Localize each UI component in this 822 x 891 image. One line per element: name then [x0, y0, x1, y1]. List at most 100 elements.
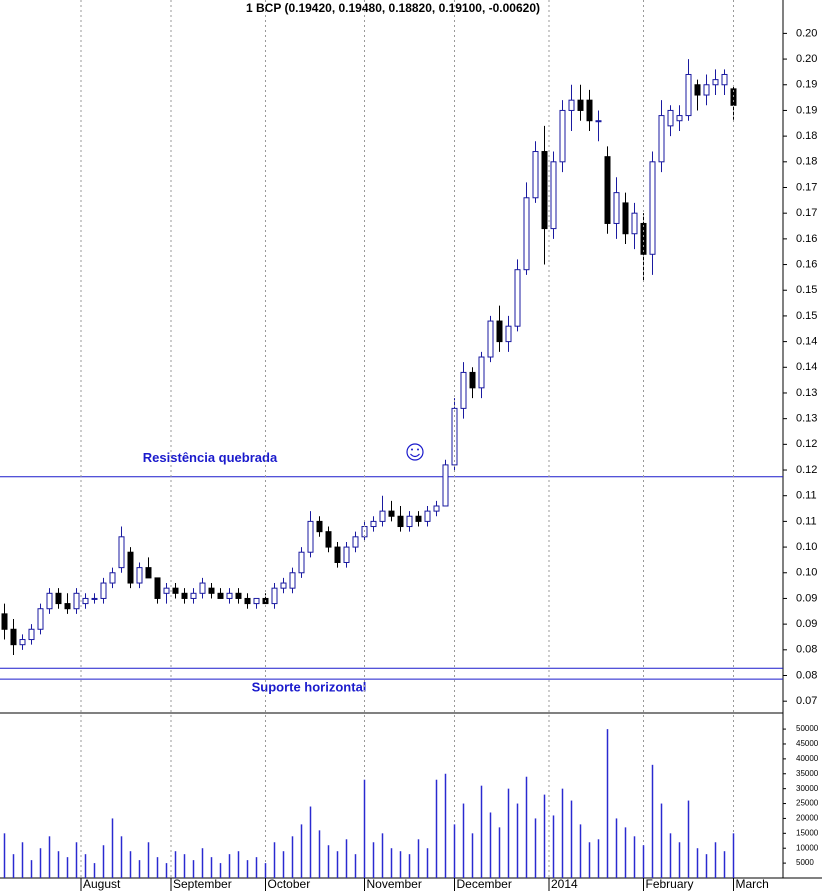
- candle-body: [433, 505, 440, 512]
- candle-body: [406, 515, 413, 528]
- candle-body: [649, 161, 656, 255]
- candle-body: [10, 628, 17, 646]
- candle-body: [703, 84, 710, 96]
- x-tick-label: March: [736, 877, 769, 891]
- candle-body: [388, 510, 395, 517]
- candle-body: [604, 156, 611, 224]
- y-tick-label: 0.17: [796, 181, 817, 193]
- candle-body: [190, 592, 197, 599]
- candle-body: [226, 592, 233, 599]
- y-tick-label: 0.13: [796, 413, 817, 425]
- candle-body: [244, 597, 251, 605]
- y-tick-label: 25000: [796, 799, 819, 808]
- candle-body: [442, 464, 449, 507]
- y-tick-label: 5000: [796, 858, 814, 867]
- candle-body: [721, 73, 728, 86]
- chart-title: 1 BCP (0.19420, 0.19480, 0.18820, 0.1910…: [246, 1, 540, 15]
- y-tick-label: 20000: [796, 814, 819, 823]
- candle-body: [181, 592, 188, 599]
- candle-body: [145, 567, 152, 579]
- candle-body: [235, 592, 242, 599]
- candle-body: [658, 115, 665, 163]
- candle-body: [676, 115, 683, 122]
- candle-body: [469, 371, 476, 389]
- candle-body: [397, 515, 404, 528]
- x-tick-label: November: [367, 877, 422, 891]
- candle-body: [217, 592, 224, 599]
- candle-body: [127, 551, 134, 584]
- candle-body: [118, 536, 125, 569]
- candle-body: [325, 531, 332, 548]
- candle-body: [307, 520, 314, 553]
- candle-body: [505, 325, 512, 343]
- candle-body: [154, 577, 161, 599]
- candle-body: [208, 587, 215, 594]
- candle-body: [613, 192, 620, 224]
- candle-body: [352, 536, 359, 548]
- candle-body: [595, 120, 602, 123]
- y-tick-label: 0.14: [796, 361, 817, 373]
- y-tick-label: 0.12: [796, 464, 817, 476]
- x-tick-label: February: [646, 877, 694, 891]
- candle-body: [73, 592, 80, 610]
- y-tick-label: 0.16: [796, 233, 817, 245]
- y-tick-label: 10000: [796, 843, 819, 852]
- candle-body: [136, 567, 143, 584]
- candle-body: [253, 597, 260, 605]
- candle-body: [163, 587, 170, 594]
- y-tick-label: 45000: [796, 739, 819, 748]
- candle-body: [37, 608, 44, 630]
- x-tick-label: August: [83, 877, 121, 891]
- y-tick-label: 0.07: [796, 695, 817, 707]
- y-tick-label: 40000: [796, 754, 819, 763]
- y-tick-label: 0.10: [796, 541, 817, 553]
- y-tick-label: 0.15: [796, 310, 817, 322]
- candle-body: [685, 73, 692, 117]
- candle-body: [46, 592, 53, 610]
- candle-body: [415, 515, 422, 522]
- x-tick-label: September: [173, 877, 232, 891]
- y-tick-label: 0.09: [796, 592, 817, 604]
- level-label: Suporte horizontal: [252, 680, 367, 695]
- y-tick-label: 0.18: [796, 130, 817, 142]
- candle-body: [82, 597, 89, 605]
- candle-body: [586, 99, 593, 122]
- y-tick-label: 0.18: [796, 156, 817, 168]
- y-tick-label: 0.19: [796, 104, 817, 116]
- candle-body: [379, 510, 386, 522]
- candle-body: [280, 582, 287, 589]
- y-tick-label: 0.20: [796, 27, 817, 39]
- y-tick-label: 0.09: [796, 618, 817, 630]
- candle-body: [523, 197, 530, 271]
- candle-body: [640, 222, 647, 255]
- x-tick-label: December: [457, 877, 512, 891]
- candle-body: [568, 99, 575, 111]
- candle-body: [550, 161, 557, 230]
- candle-body: [271, 587, 278, 605]
- candle-body: [316, 520, 323, 533]
- candle-body: [424, 510, 431, 522]
- y-tick-label: 0.08: [796, 644, 817, 656]
- y-tick-label: 0.16: [796, 258, 817, 270]
- candle-body: [460, 371, 467, 409]
- candle-body: [532, 151, 539, 199]
- candle-body: [577, 99, 584, 111]
- y-tick-label: 30000: [796, 784, 819, 793]
- y-tick-label: 0.08: [796, 669, 817, 681]
- candle-body: [19, 639, 26, 646]
- candle-body: [172, 587, 179, 594]
- candle-body: [712, 79, 719, 86]
- y-tick-label: 0.19: [796, 79, 817, 91]
- y-tick-label: 0.11: [796, 490, 817, 502]
- y-tick-label: 0.12: [796, 438, 817, 450]
- x-tick-label: October: [268, 877, 311, 891]
- candle-body: [28, 628, 35, 641]
- candle-body: [478, 356, 485, 389]
- candle-body: [289, 572, 296, 589]
- candle-body: [55, 592, 62, 605]
- y-tick-label: 0.17: [796, 207, 817, 219]
- candle-body: [496, 320, 503, 343]
- candle-body: [559, 109, 566, 163]
- y-tick-label: 0.14: [796, 336, 817, 348]
